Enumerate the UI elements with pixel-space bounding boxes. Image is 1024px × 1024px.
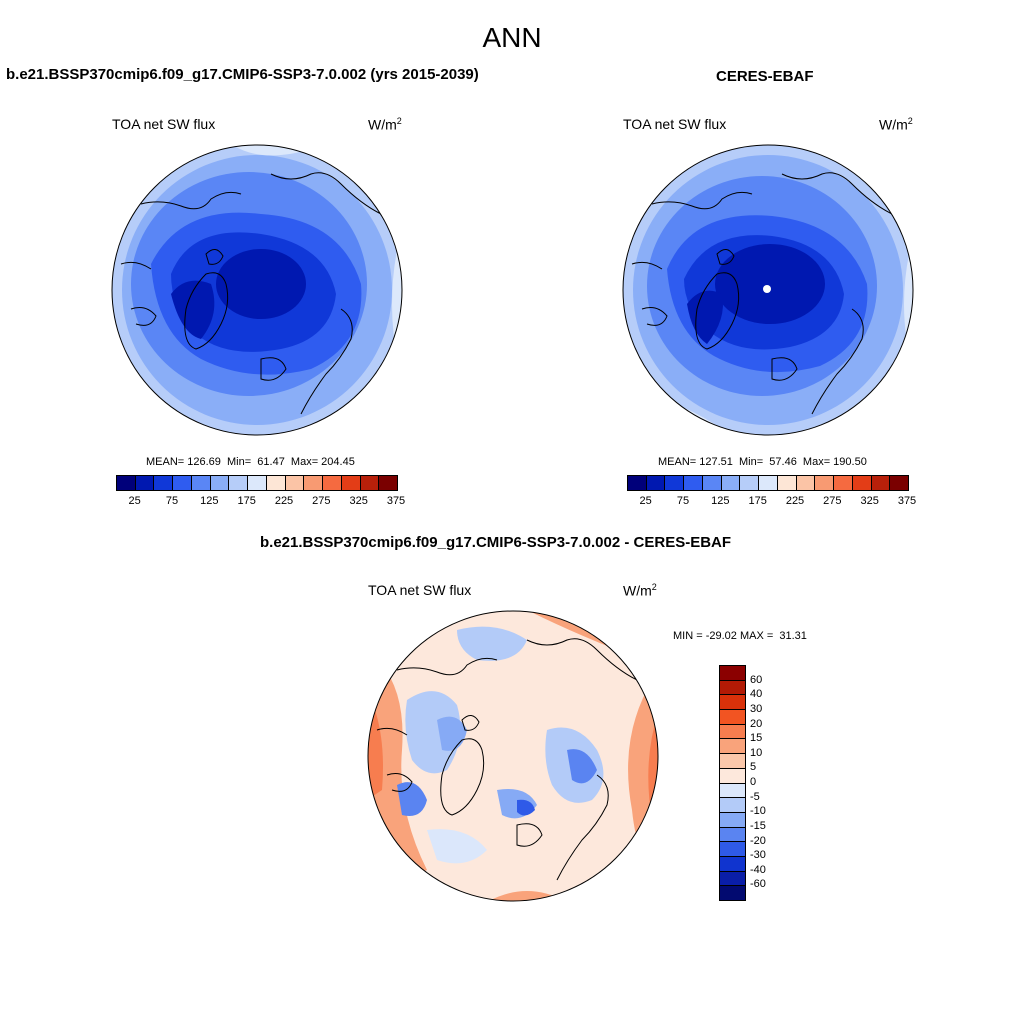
diff-case-title: b.e21.BSSP370cmip6.f09_g17.CMIP6-SSP3-7.… bbox=[260, 534, 732, 551]
colorbar-swatch bbox=[341, 476, 361, 490]
colorbar-tick-label: 325 bbox=[860, 495, 879, 507]
colorbar-swatch bbox=[777, 476, 797, 490]
left-units: W/m2 bbox=[368, 116, 402, 133]
right-colorbar-ticks: 25 75 125 175 225 275 325 375 bbox=[627, 495, 917, 509]
colorbar-tick-label: 30 bbox=[750, 702, 763, 715]
colorbar-tick-label: 15 bbox=[750, 732, 763, 745]
colorbar-tick-label: 25 bbox=[639, 495, 652, 507]
colorbar-tick-label: 175 bbox=[237, 495, 256, 507]
colorbar-tick-label: 25 bbox=[128, 495, 141, 507]
right-stats: MEAN= 127.51 Min= 57.46 Max= 190.50 bbox=[658, 456, 867, 468]
diff-minmax: MIN = -29.02 MAX = 31.31 bbox=[673, 630, 807, 642]
colorbar-swatch bbox=[210, 476, 230, 490]
right-colorbar bbox=[627, 475, 909, 491]
colorbar-tick-label: 225 bbox=[274, 495, 294, 507]
colorbar-tick-label: 125 bbox=[711, 495, 730, 507]
colorbar-swatch bbox=[759, 476, 778, 490]
colorbar-tick-label: -5 bbox=[750, 790, 760, 803]
colorbar-tick-label: 275 bbox=[312, 495, 331, 507]
colorbar-swatch bbox=[720, 842, 745, 857]
colorbar-swatch bbox=[628, 476, 647, 490]
colorbar-swatch bbox=[720, 827, 745, 843]
diff-colorbar-ticks: 60 40 30 20 15 10 5 0 -5 -10 -15 -20 -30 -40 -60 bbox=[750, 665, 790, 899]
colorbar-swatch bbox=[323, 476, 342, 490]
colorbar-swatch bbox=[684, 476, 703, 490]
colorbar-swatch bbox=[720, 856, 745, 872]
colorbar-tick-label: -15 bbox=[750, 819, 766, 832]
diff-polar-map bbox=[367, 610, 659, 902]
colorbar-swatch bbox=[720, 754, 745, 769]
colorbar-tick-label: 75 bbox=[165, 495, 179, 507]
diff-units: W/m2 bbox=[623, 582, 657, 599]
colorbar-tick-label: -30 bbox=[750, 849, 766, 862]
colorbar-swatch bbox=[720, 724, 745, 740]
colorbar-swatch bbox=[720, 695, 745, 711]
right-polar-map bbox=[622, 144, 914, 436]
colorbar-tick-label: 125 bbox=[200, 495, 219, 507]
colorbar-swatch bbox=[360, 476, 380, 490]
right-case-title: CERES-EBAF bbox=[716, 68, 814, 85]
colorbar-swatch bbox=[720, 680, 745, 696]
colorbar-tick-label: 175 bbox=[748, 495, 767, 507]
diff-panel-label: TOA net SW flux bbox=[368, 582, 472, 598]
left-stats: MEAN= 126.69 Min= 61.47 Max= 204.45 bbox=[146, 456, 355, 468]
colorbar-tick-label: 0 bbox=[750, 776, 757, 788]
colorbar-swatch bbox=[720, 798, 745, 813]
colorbar-swatch bbox=[304, 476, 324, 490]
colorbar-tick-label: 325 bbox=[349, 495, 368, 507]
colorbar-swatch bbox=[248, 476, 267, 490]
colorbar-swatch bbox=[154, 476, 174, 490]
colorbar-swatch bbox=[815, 476, 835, 490]
colorbar-swatch bbox=[720, 768, 745, 784]
colorbar-swatch bbox=[871, 476, 891, 490]
colorbar-tick-label: 10 bbox=[750, 746, 763, 759]
colorbar-swatch bbox=[720, 886, 745, 900]
colorbar-swatch bbox=[720, 666, 745, 681]
left-colorbar-ticks: 25 75 125 175 225 275 325 375 bbox=[116, 495, 406, 509]
left-polar-map bbox=[111, 144, 403, 436]
colorbar-tick-label: 275 bbox=[823, 495, 842, 507]
colorbar-swatch bbox=[266, 476, 286, 490]
colorbar-tick-label: 75 bbox=[676, 495, 690, 507]
colorbar-swatch bbox=[379, 476, 398, 490]
left-panel-label: TOA net SW flux bbox=[112, 116, 216, 132]
colorbar-tick-label: 40 bbox=[750, 688, 763, 701]
colorbar-swatch bbox=[191, 476, 211, 490]
right-panel-label: TOA net SW flux bbox=[623, 116, 727, 132]
colorbar-swatch bbox=[796, 476, 816, 490]
diff-colorbar bbox=[719, 665, 746, 901]
colorbar-swatch bbox=[135, 476, 155, 490]
colorbar-swatch bbox=[285, 476, 305, 490]
colorbar-swatch bbox=[720, 739, 745, 755]
colorbar-swatch bbox=[720, 871, 745, 887]
left-colorbar bbox=[116, 475, 398, 491]
colorbar-tick-label: 20 bbox=[750, 717, 763, 730]
colorbar-tick-label: -60 bbox=[750, 878, 766, 891]
main-title: ANN bbox=[482, 22, 542, 53]
right-units: W/m2 bbox=[879, 116, 913, 133]
colorbar-tick-label: 60 bbox=[750, 673, 763, 686]
colorbar-swatch bbox=[720, 812, 745, 828]
colorbar-swatch bbox=[665, 476, 685, 490]
left-case-title: b.e21.BSSP370cmip6.f09_g17.CMIP6-SSP3-7.… bbox=[6, 66, 479, 83]
colorbar-tick-label: -40 bbox=[750, 863, 766, 876]
colorbar-swatch bbox=[834, 476, 853, 490]
colorbar-swatch bbox=[702, 476, 722, 490]
colorbar-swatch bbox=[646, 476, 666, 490]
colorbar-swatch bbox=[852, 476, 872, 490]
colorbar-tick-label: 225 bbox=[785, 495, 805, 507]
colorbar-tick-label: 375 bbox=[897, 495, 917, 507]
colorbar-tick-label: 5 bbox=[750, 761, 757, 774]
colorbar-swatch bbox=[720, 783, 745, 799]
colorbar-swatch bbox=[117, 476, 136, 490]
colorbar-swatch bbox=[740, 476, 760, 490]
colorbar-swatch bbox=[890, 476, 909, 490]
colorbar-swatch bbox=[721, 476, 741, 490]
colorbar-tick-label: -10 bbox=[750, 805, 766, 818]
colorbar-swatch bbox=[720, 710, 745, 725]
colorbar-tick-label: -20 bbox=[750, 834, 766, 847]
colorbar-tick-label: 375 bbox=[386, 495, 406, 507]
colorbar-swatch bbox=[229, 476, 249, 490]
colorbar-swatch bbox=[173, 476, 192, 490]
